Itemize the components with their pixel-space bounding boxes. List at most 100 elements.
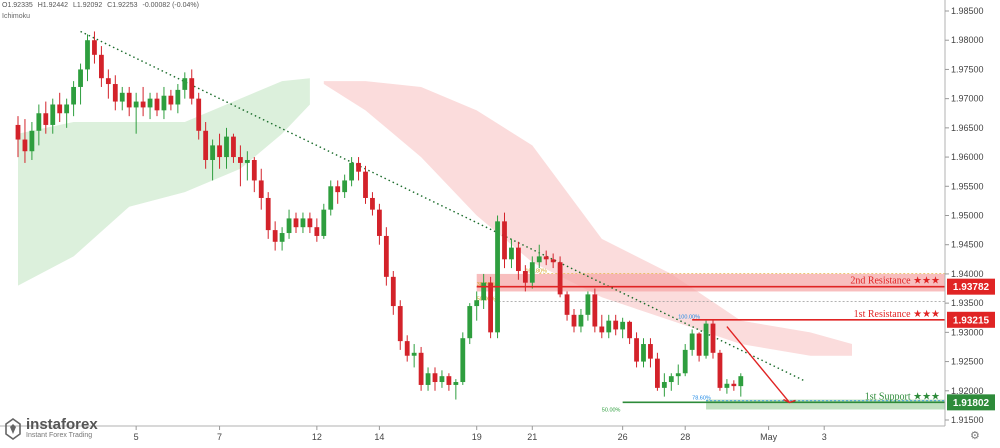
- candle-body: [585, 294, 591, 315]
- price-tick-label: 1.93500: [951, 298, 984, 308]
- candle-body: [675, 373, 681, 377]
- candle: [182, 72, 188, 99]
- candle-body: [390, 276, 396, 307]
- candle: [543, 250, 549, 266]
- candle: [286, 209, 292, 239]
- instaforex-logo-icon: [5, 418, 21, 440]
- candle: [634, 332, 639, 368]
- candle-body: [286, 218, 292, 234]
- candle-body: [272, 230, 278, 242]
- open-value: O1.92335: [2, 2, 33, 9]
- price-tick-label: 1.92000: [951, 386, 984, 396]
- candle: [648, 338, 653, 368]
- cloud-red: [323, 81, 852, 356]
- candle: [168, 89, 174, 111]
- candle-body: [36, 113, 42, 131]
- candle: [154, 92, 160, 117]
- candle: [675, 364, 681, 385]
- candle: [529, 256, 535, 289]
- candle: [495, 215, 500, 339]
- price-tick-label: 1.94000: [951, 269, 984, 279]
- price-tick-label: 1.92500: [951, 357, 984, 367]
- candle: [36, 104, 42, 146]
- candle-body: [203, 130, 209, 160]
- candle-body: [293, 218, 299, 228]
- candle-body: [210, 145, 215, 160]
- candle: [300, 212, 306, 234]
- candle-body: [516, 247, 521, 272]
- candle-body: [105, 78, 111, 85]
- candle-body: [397, 306, 403, 342]
- candle: [425, 367, 431, 391]
- candle-body: [279, 233, 285, 242]
- candle-body: [43, 113, 49, 125]
- candle-body: [342, 180, 348, 193]
- candle: [439, 370, 445, 388]
- candle-body: [634, 338, 639, 362]
- cloud-green: [18, 78, 310, 286]
- trendline: [80, 30, 804, 381]
- close-value: C1.92253: [107, 2, 138, 9]
- price-tick-label: 1.97000: [951, 94, 984, 104]
- candle-body: [578, 314, 584, 327]
- candle: [279, 227, 285, 251]
- candle-body: [244, 159, 250, 163]
- candle: [460, 332, 466, 385]
- candle-body: [22, 139, 28, 152]
- candle-body: [710, 323, 716, 353]
- candle-body: [92, 40, 97, 55]
- candle-body: [189, 78, 195, 99]
- time-tick-label: 14: [374, 432, 384, 442]
- candle: [50, 98, 56, 134]
- candle: [161, 86, 167, 120]
- time-tick-label: 26: [618, 432, 628, 442]
- candle: [71, 81, 76, 117]
- candle: [43, 101, 49, 134]
- candle: [105, 69, 111, 99]
- candle-body: [717, 352, 723, 388]
- candle: [307, 212, 313, 234]
- forecast-line: [726, 326, 790, 403]
- candle: [383, 227, 389, 286]
- level-label-1st-resistance: 1st Resistance ★★★: [854, 309, 940, 320]
- candle: [509, 238, 514, 269]
- candle-body: [502, 221, 507, 260]
- candle: [293, 212, 299, 234]
- candle-body: [307, 218, 313, 228]
- candle-body: [383, 235, 389, 277]
- key-levels: 2nd Resistance ★★★ 1.93782 1st Resistance …: [476, 276, 995, 411]
- settings-gear-icon[interactable]: ⚙: [970, 430, 980, 442]
- candle: [655, 352, 660, 391]
- candle: [272, 221, 278, 251]
- candle: [390, 271, 396, 315]
- forecast-arrow: [726, 326, 796, 404]
- support-1-zone: [706, 399, 945, 410]
- candle-body: [536, 256, 542, 263]
- candle-body: [314, 227, 320, 236]
- candle-body: [411, 352, 417, 356]
- fib-label: 100.00%: [678, 315, 700, 321]
- fib-label: 38.20%: [477, 282, 496, 288]
- candle-body: [446, 376, 452, 385]
- candle-body: [613, 320, 619, 330]
- price-tick-label: 1.95000: [951, 211, 984, 221]
- candle-body: [349, 162, 354, 181]
- candle-body: [251, 159, 257, 181]
- price-tick-label: 1.93000: [951, 327, 984, 337]
- candle: [119, 86, 125, 111]
- candle: [731, 380, 737, 391]
- candle-body: [655, 358, 660, 388]
- candle: [356, 157, 361, 181]
- level-label-2nd-resistance: 2nd Resistance ★★★: [850, 276, 940, 287]
- candle: [696, 332, 702, 362]
- candle-body: [668, 376, 674, 383]
- price-tick-label: 1.96500: [951, 123, 984, 133]
- candle-body: [168, 95, 174, 105]
- candle-body: [404, 341, 410, 356]
- high-value: H1.92442: [37, 2, 69, 9]
- downtrend-line: [80, 30, 804, 381]
- candle-body: [432, 373, 438, 383]
- indicator-label[interactable]: Ichimoku: [2, 13, 31, 20]
- candle: [592, 288, 598, 333]
